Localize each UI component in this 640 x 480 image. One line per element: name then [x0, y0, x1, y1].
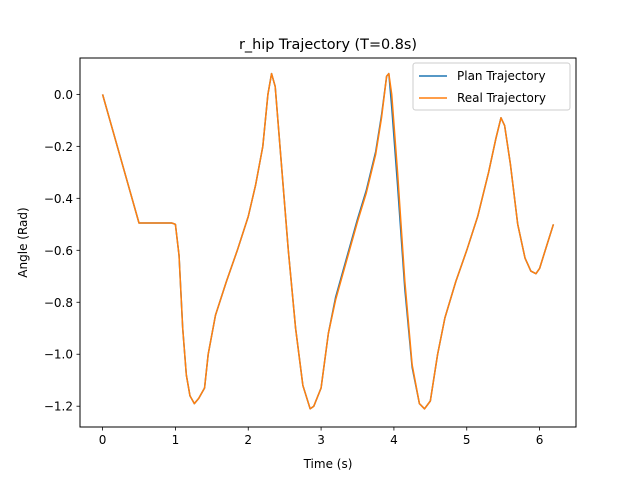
- plot-area-frame: [79, 57, 577, 428]
- x-tick-label: 4: [390, 433, 398, 447]
- y-tick-label: −0.8: [44, 296, 73, 310]
- legend-label: Plan Trajectory: [457, 69, 546, 83]
- x-tick-label: 2: [244, 433, 252, 447]
- x-tick-label: 3: [317, 433, 325, 447]
- legend-label: Real Trajectory: [457, 91, 546, 105]
- series-layer: [101, 72, 555, 410]
- axis-ticks: 0 1 2 3 4 5 6 0.0 −0.2 −0.4 −0.6 −0.8 −1.0 −1.2: [44, 88, 544, 447]
- x-axis-label: Time (s): [303, 457, 353, 471]
- y-tick-label: −0.2: [44, 140, 73, 154]
- y-tick-label: 0.0: [54, 88, 73, 102]
- x-tick-label: 1: [172, 433, 180, 447]
- x-tick-label: 5: [463, 433, 471, 447]
- y-tick-label: −1.0: [44, 348, 73, 362]
- y-axis-label: Angle (Rad): [16, 207, 30, 277]
- legend: Plan Trajectory Real Trajectory: [412, 62, 571, 111]
- y-tick-label: −1.2: [44, 400, 73, 414]
- x-tick-label: 0: [99, 433, 107, 447]
- y-tick-label: −0.6: [44, 244, 73, 258]
- chart-title: r_hip Trajectory (T=0.8s): [239, 37, 417, 53]
- legend-box: [412, 62, 571, 111]
- y-tick-label: −0.4: [44, 192, 73, 206]
- series-line-1: [101, 72, 555, 410]
- x-tick-label: 6: [536, 433, 544, 447]
